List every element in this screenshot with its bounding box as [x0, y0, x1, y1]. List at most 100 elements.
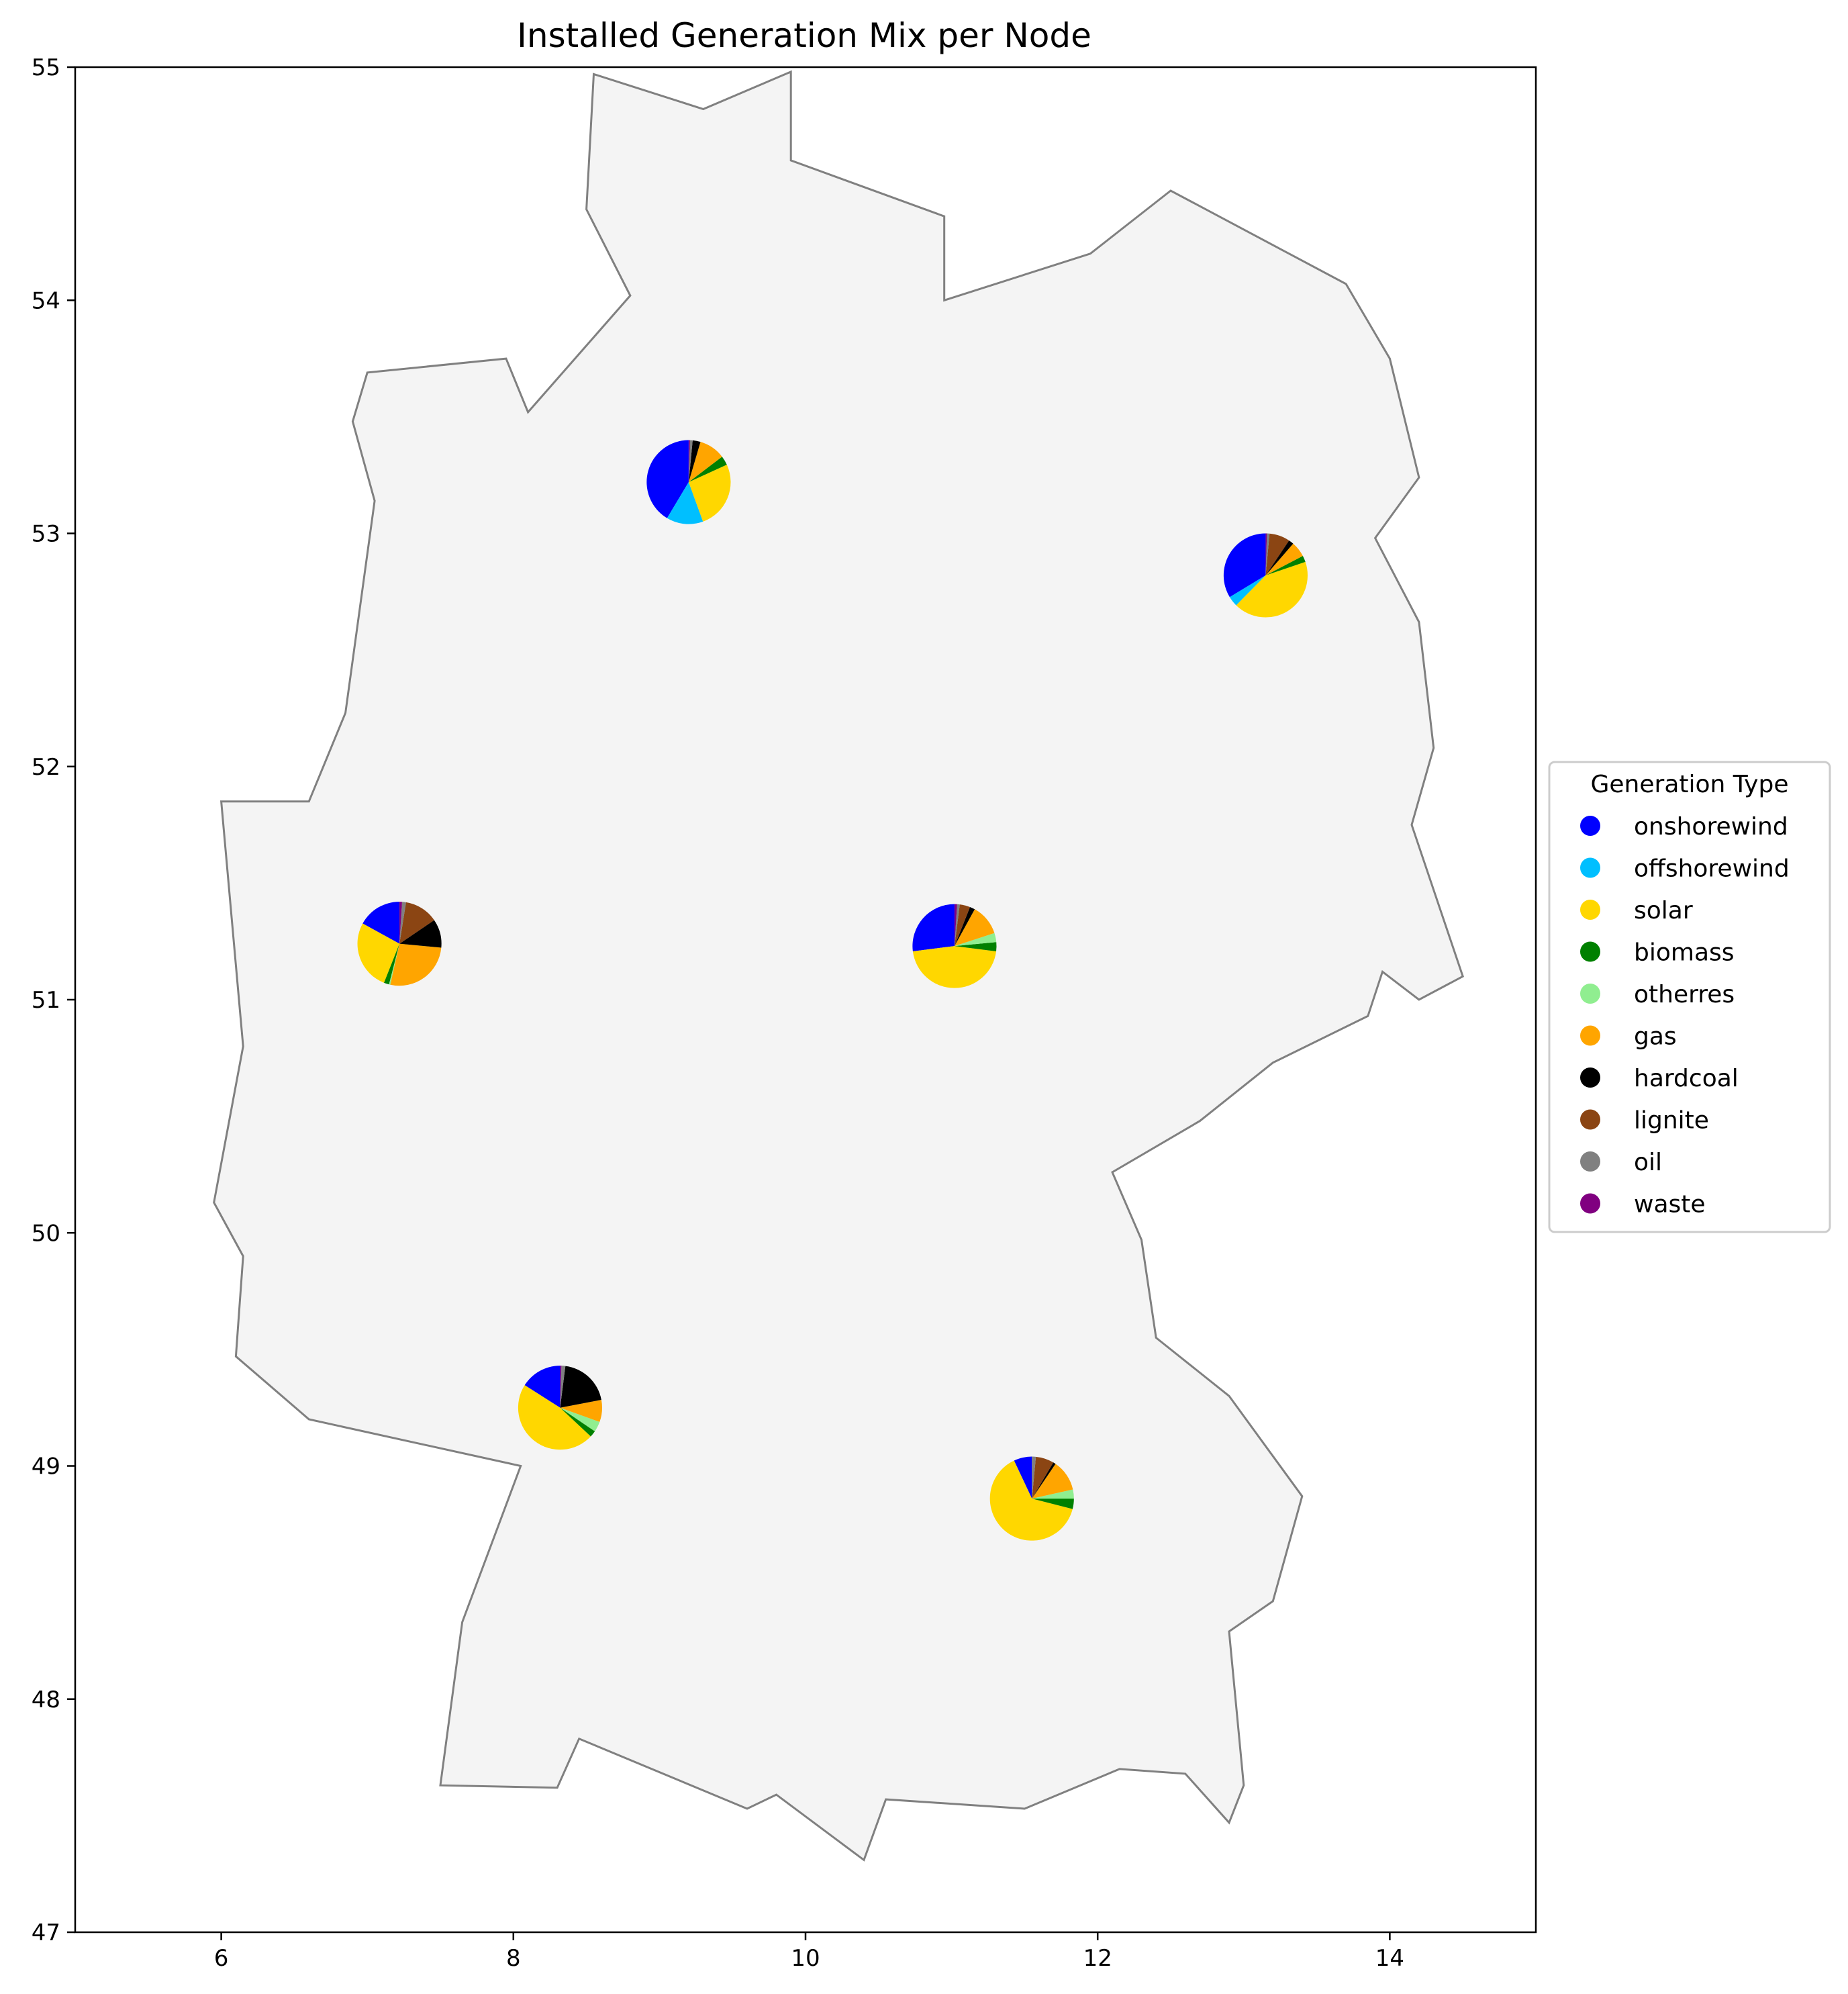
pie-slice-gas	[390, 943, 442, 986]
node-pie-3	[357, 902, 442, 986]
pie-slice-otherres	[954, 933, 997, 947]
legend-marker	[1580, 857, 1600, 878]
y-tick-label: 50	[32, 1220, 60, 1247]
pie-slice-oil	[560, 1366, 566, 1408]
pie-slice-waste	[688, 440, 690, 483]
pie-slice-otherres	[389, 943, 400, 985]
legend-box	[1548, 761, 1831, 1233]
legend-marker	[1580, 1193, 1600, 1214]
pie-slice-lignite	[399, 902, 434, 944]
pie-slice-solar	[688, 465, 731, 522]
legend-item-offshorewind: offshorewind	[1580, 855, 1790, 883]
legend-item-solar: solar	[1580, 897, 1693, 924]
legend-item-gas: gas	[1580, 1023, 1677, 1051]
y-tick-label: 49	[32, 1454, 60, 1480]
node-pie-2	[1223, 533, 1308, 618]
pie-slice-waste	[399, 902, 402, 944]
pie-slice-hardcoal	[399, 920, 442, 948]
legend-marker	[1580, 1067, 1600, 1088]
legend-item-oil: oil	[1580, 1149, 1662, 1176]
pie-slice-gas	[1032, 1464, 1073, 1499]
pie-slice-gas	[560, 1399, 602, 1422]
pie-slice-hardcoal	[1265, 540, 1294, 575]
node-pie-5	[518, 1366, 602, 1450]
pie-slice-biomass	[384, 943, 400, 985]
pie-slice-onshorewind	[912, 904, 955, 951]
pie-slice-onshorewind	[1014, 1456, 1032, 1499]
legend-label: lignite	[1634, 1107, 1709, 1135]
pie-slice-otherres	[1032, 1489, 1074, 1499]
pie-slice-biomass	[688, 457, 727, 483]
y-tick-label: 53	[32, 521, 60, 548]
legend-marker	[1580, 984, 1600, 1004]
pie-slice-biomass	[954, 942, 997, 951]
pie-slice-hardcoal	[1032, 1462, 1056, 1499]
pie-slice-solar	[518, 1385, 591, 1450]
pie-slice-waste	[954, 904, 957, 947]
legend-marker	[1580, 900, 1600, 920]
pie-slice-offshorewind	[1229, 575, 1266, 606]
pie-slice-onshorewind	[1223, 533, 1266, 598]
legend-label: otherres	[1634, 981, 1735, 1008]
legend-label: hardcoal	[1634, 1065, 1739, 1092]
pie-slice-solar	[357, 923, 400, 983]
node-pie-6	[989, 1456, 1074, 1541]
legend-marker	[1580, 941, 1600, 962]
y-tick-label: 52	[32, 754, 60, 781]
legend-label: solar	[1634, 897, 1693, 924]
y-tick-label: 51	[32, 987, 60, 1014]
pie-slice-onshorewind	[646, 440, 689, 518]
y-tick-label: 55	[32, 54, 60, 81]
legend-label: onshorewind	[1634, 813, 1788, 841]
legend-label: biomass	[1634, 939, 1735, 967]
legend-item-waste: waste	[1580, 1191, 1706, 1219]
pie-slice-biomass	[1032, 1499, 1074, 1509]
x-tick-label: 8	[506, 1945, 521, 1972]
legend: Generation Type onshorewind offshorewind s…	[1548, 761, 1831, 1233]
pie-slice-biomass	[560, 1407, 595, 1437]
pie-slice-offshorewind	[667, 482, 703, 524]
legend-marker	[1580, 1151, 1600, 1172]
legend-items: onshorewind offshorewind solar biomass other…	[1580, 813, 1790, 1219]
pie-slice-oil	[399, 902, 406, 944]
legend-label: gas	[1634, 1023, 1677, 1051]
y-axis: 47 48 49 50 51 52 53 54 55	[32, 54, 75, 1946]
legend-label: waste	[1634, 1191, 1706, 1219]
pie-slice-oil	[1032, 1456, 1036, 1499]
node-pie-4	[912, 904, 997, 988]
legend-marker	[1580, 1109, 1600, 1130]
legend-marker	[1580, 1025, 1600, 1046]
y-tick-label: 47	[32, 1919, 60, 1946]
pie-slice-solar	[912, 946, 997, 988]
x-axis: 6 8 10 12 14	[214, 1932, 1404, 1972]
pie-slice-lignite	[1032, 1456, 1054, 1499]
pie-slice-hardcoal	[560, 1366, 601, 1408]
pie-slice-onshorewind	[362, 902, 400, 944]
pie-slice-solar	[1236, 561, 1308, 618]
pie-slice-gas	[954, 909, 995, 947]
pie-slice-biomass	[1265, 556, 1306, 575]
pie-slice-waste	[560, 1366, 562, 1408]
legend-label: offshorewind	[1634, 855, 1790, 883]
pie-slice-otherres	[560, 1407, 600, 1431]
pie-slice-oil	[688, 440, 693, 483]
legend-item-lignite: lignite	[1580, 1107, 1709, 1135]
pie-slice-lignite	[954, 904, 970, 947]
legend-title: Generation Type	[1591, 771, 1789, 798]
legend-marker	[1580, 816, 1600, 836]
pie-slice-oil	[1265, 533, 1270, 575]
y-tick-label: 48	[32, 1687, 60, 1713]
pie-slice-lignite	[1265, 533, 1290, 575]
pie-slice-gas	[688, 442, 722, 483]
y-tick-label: 54	[32, 287, 60, 314]
x-tick-label: 12	[1083, 1945, 1112, 1972]
node-pie-1	[646, 440, 731, 524]
legend-label: oil	[1634, 1149, 1662, 1176]
plot-area	[75, 67, 1536, 1932]
pie-slice-solar	[989, 1460, 1073, 1541]
pie-slice-hardcoal	[688, 440, 701, 483]
x-tick-label: 14	[1375, 1945, 1404, 1972]
pie-slice-onshorewind	[524, 1366, 561, 1408]
pie-slice-oil	[954, 904, 960, 947]
